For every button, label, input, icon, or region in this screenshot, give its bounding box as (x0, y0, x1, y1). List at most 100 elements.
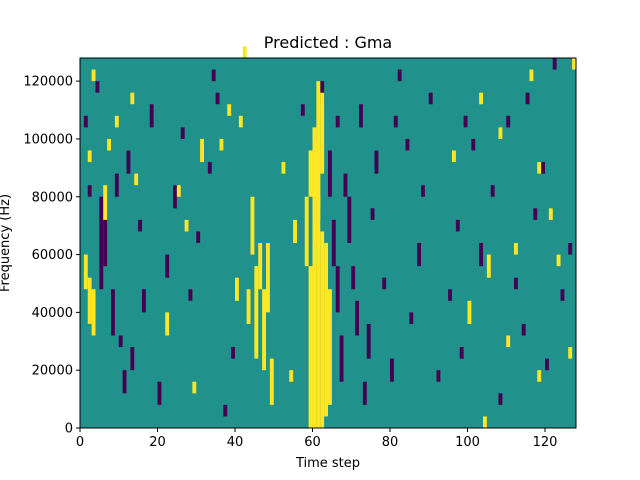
heatmap-cells (80, 46, 576, 428)
heatmap-cell-high (324, 243, 328, 417)
heatmap-cell-low (463, 115, 468, 128)
heatmap-cell-low (118, 335, 123, 348)
heatmap-cell-low (421, 185, 425, 197)
heatmap-cell-low (328, 150, 332, 197)
y-axis-label: Frequency (Hz) (0, 194, 13, 292)
heatmap-cell-high (568, 347, 573, 359)
heatmap-cell-high (114, 115, 119, 128)
x-axis: 0 20 40 60 80 100 120 (76, 428, 557, 450)
y-tick-label: 60000 (32, 248, 73, 263)
heatmap-cell-low (196, 231, 201, 243)
x-tick-label: 80 (382, 435, 399, 450)
heatmap-cell-low (180, 127, 185, 139)
heatmap-cell-low (366, 323, 371, 359)
heatmap-cell-low (343, 173, 348, 197)
heatmap-cell-high (254, 266, 259, 359)
heatmap-cell-high (479, 92, 483, 105)
heatmap-cell-low (99, 196, 104, 290)
y-tick-label: 120000 (23, 75, 73, 90)
heatmap-cell-low (370, 208, 375, 220)
heatmap-cell-low (335, 115, 340, 128)
heatmap-cell-high (87, 277, 92, 324)
heatmap-cell-high (91, 289, 96, 336)
heatmap-cell-low (428, 92, 433, 105)
heatmap-cell-high (308, 266, 313, 428)
y-tick-label: 80000 (32, 190, 73, 205)
heatmap-cell-low (339, 335, 344, 382)
heatmap-cell-high (312, 219, 317, 428)
heatmap-cell-high (289, 370, 294, 382)
heatmap-cell-high (269, 358, 274, 405)
heatmap-cell-low (173, 185, 177, 209)
heatmap-cell-low (215, 92, 220, 105)
heatmap-cell-low (545, 358, 549, 371)
heatmap-cell-high (316, 196, 321, 428)
x-tick-label: 100 (455, 435, 480, 450)
heatmap-cell-high (537, 162, 542, 174)
heatmap-cell-low (459, 347, 464, 359)
heatmap-cell-high (266, 243, 270, 313)
heatmap-cell-high (219, 138, 224, 151)
heatmap-cell-low (130, 347, 135, 371)
heatmap-cell-high (556, 254, 561, 267)
heatmap-cell-low (142, 289, 146, 313)
heatmap-cell-high (130, 92, 135, 105)
heatmap-cell-low (405, 138, 410, 151)
heatmap-cell-high (483, 416, 487, 428)
heatmap-cell-low (359, 104, 363, 128)
heatmap-cell-high (293, 219, 297, 243)
heatmap-cell-low (211, 69, 216, 82)
heatmap-cell-high (467, 300, 472, 324)
x-axis-label: Time step (295, 456, 360, 471)
heatmap-cell-low (390, 358, 394, 382)
heatmap-cell-low (560, 289, 565, 301)
heatmap-cell-low (111, 289, 115, 336)
heatmap-cell-high (320, 92, 325, 174)
heatmap-cell-high (165, 312, 170, 336)
heatmap-cell-high (514, 243, 518, 255)
heatmap-cell-high (176, 185, 181, 197)
y-tick-label: 20000 (32, 364, 73, 379)
heatmap-cell-low (231, 347, 235, 359)
heatmap-cell-high (258, 243, 263, 290)
heatmap-cell-low (448, 289, 452, 301)
heatmap-cell-low (498, 393, 503, 405)
heatmap-cell-low (552, 58, 557, 70)
heatmap-cell-low (122, 370, 127, 394)
y-axis: 0 20000 40000 60000 80000 100000 120000 (23, 75, 80, 437)
plot-frame (79, 57, 577, 429)
heatmap-cell-low (514, 277, 518, 290)
heatmap-cell-high (316, 150, 321, 209)
heatmap-cell-low (103, 219, 108, 267)
x-tick-label: 60 (304, 435, 321, 450)
heatmap-cell-high (328, 289, 332, 405)
heatmap-cell-low (417, 243, 421, 267)
heatmap-cell-high (506, 335, 511, 348)
heatmap-cell-low (126, 150, 131, 174)
heatmap-cell-high (537, 370, 542, 382)
heatmap-cell-high (246, 289, 251, 324)
heatmap-cell-low (362, 381, 367, 405)
heatmap-cell-high (281, 162, 286, 174)
heatmap-cell-low (95, 81, 100, 93)
heatmap-cell-low (490, 185, 495, 197)
heatmap-cell-low (157, 381, 162, 405)
heatmap-cell-low (374, 150, 379, 174)
heatmap-cell-low (149, 104, 154, 128)
heatmap-cell-high (250, 196, 255, 255)
y-tick-label: 100000 (23, 132, 73, 147)
heatmap-cell-high (304, 196, 309, 267)
heatmap-cell-high (91, 69, 96, 82)
heatmap-cell-low (138, 219, 142, 232)
heatmap-cell-low (382, 277, 387, 290)
heatmap-cell-high (529, 69, 534, 82)
y-tick-label: 40000 (32, 306, 73, 321)
heatmap-cell-low (347, 196, 352, 243)
heatmap-cell-low (397, 69, 402, 82)
heatmap-cell-high (320, 231, 325, 428)
heatmap-cell-low (506, 115, 511, 128)
heatmap-cell-low (351, 266, 356, 290)
heatmap-cell-low (331, 219, 336, 267)
heatmap-cell-high (83, 254, 88, 290)
